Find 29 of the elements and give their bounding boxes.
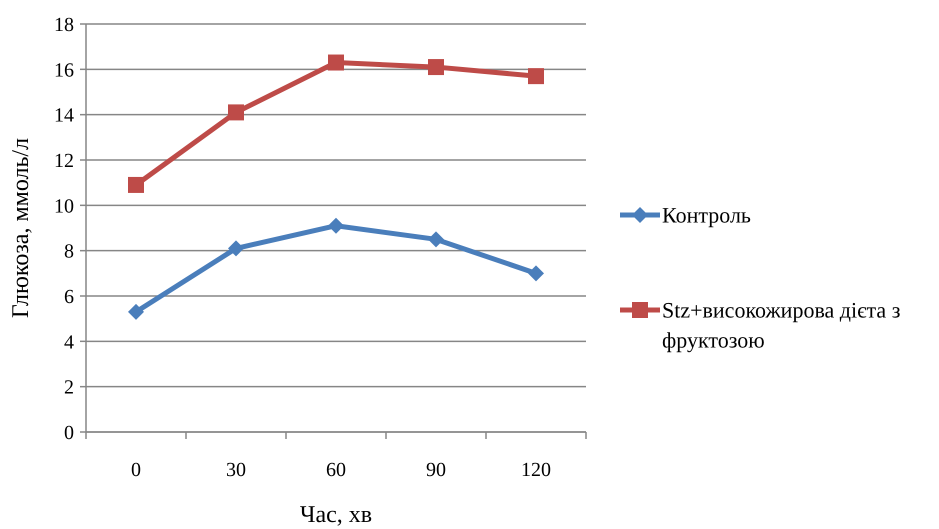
y-tick-label: 2 bbox=[64, 376, 74, 399]
point bbox=[128, 304, 144, 320]
point bbox=[328, 218, 344, 234]
y-axis-title: Глюкоза, ммоль/л bbox=[8, 138, 34, 318]
legend-label: Контроль bbox=[662, 202, 751, 228]
point bbox=[528, 265, 544, 282]
y-tick-label: 12 bbox=[54, 150, 74, 172]
point bbox=[128, 176, 144, 193]
legend-label: Stz+високожирова дієта з фруктозою bbox=[662, 298, 900, 352]
point bbox=[228, 240, 244, 256]
y-tick-label: 8 bbox=[64, 240, 74, 263]
point bbox=[428, 59, 444, 76]
point bbox=[328, 54, 344, 71]
y-tick-label: 16 bbox=[54, 59, 74, 82]
y-tick-label: 6 bbox=[64, 286, 74, 308]
point bbox=[428, 231, 444, 248]
y-tick-label: 4 bbox=[64, 331, 74, 354]
y-tick-label: 18 bbox=[54, 14, 74, 36]
x-tick-label: 0 bbox=[131, 459, 141, 481]
point bbox=[528, 68, 544, 84]
point bbox=[228, 104, 244, 120]
x-tick-label: 30 bbox=[226, 459, 246, 481]
x-tick-label: 120 bbox=[521, 459, 551, 481]
x-tick-label: 90 bbox=[426, 459, 446, 481]
y-tick-label: 10 bbox=[54, 195, 74, 218]
x-tick-label: 60 bbox=[326, 459, 346, 481]
y-tick-label: 14 bbox=[54, 104, 74, 127]
x-axis-title: Час, хв bbox=[300, 502, 372, 528]
y-tick-label: 0 bbox=[64, 422, 74, 444]
